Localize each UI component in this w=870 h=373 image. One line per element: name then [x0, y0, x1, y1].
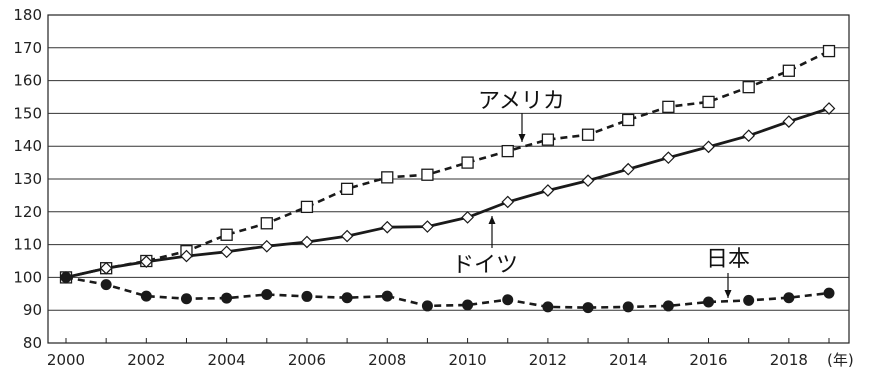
- data-point: [100, 279, 112, 291]
- data-point: [501, 144, 514, 158]
- data-point: [381, 171, 394, 184]
- data-point: [99, 261, 113, 275]
- x-tick-label: 2004: [208, 351, 246, 369]
- data-point: [380, 220, 394, 234]
- data-point: [501, 195, 515, 209]
- data-point: [823, 287, 835, 299]
- y-tick-label: 150: [13, 104, 42, 122]
- series-label: アメリカ: [478, 89, 565, 114]
- series-line-3: [65, 276, 830, 309]
- y-tick-label: 130: [13, 170, 42, 188]
- data-point: [381, 290, 393, 302]
- data-point: [139, 255, 153, 269]
- series-lines: [65, 49, 830, 309]
- data-point: [260, 239, 274, 253]
- data-point: [301, 290, 313, 302]
- data-point: [622, 113, 635, 127]
- gridlines: [47, 14, 850, 344]
- y-tick-label: 180: [13, 6, 42, 24]
- data-point: [300, 200, 314, 214]
- data-point: [581, 174, 595, 187]
- data-point: [461, 156, 474, 169]
- series-line-1: [65, 49, 830, 279]
- y-tick-label: 160: [13, 72, 42, 90]
- data-point: [702, 95, 715, 109]
- data-point: [582, 302, 594, 314]
- data-point: [260, 217, 273, 230]
- data-point: [662, 100, 675, 113]
- series-label: ドイツ: [452, 253, 518, 278]
- data-point: [340, 229, 354, 243]
- y-tick-label: 90: [23, 301, 42, 319]
- data-point: [581, 128, 595, 141]
- data-point: [341, 292, 353, 304]
- data-point: [783, 292, 795, 304]
- data-point: [220, 228, 233, 241]
- y-tick-label: 80: [23, 334, 42, 352]
- annotation-arrow-head: [488, 216, 496, 224]
- data-point: [462, 299, 474, 311]
- data-point: [502, 294, 514, 306]
- x-axis-unit-label: (年): [827, 351, 854, 369]
- data-point: [421, 300, 433, 312]
- annotation-arrow-head: [518, 134, 526, 142]
- data-point: [782, 115, 796, 128]
- data-point: [822, 44, 836, 58]
- data-point: [662, 151, 675, 165]
- series-label: 日本: [706, 247, 750, 272]
- x-axis-tick-labels: 2000 2002 2004 2006 2008 2010 2012 2014 2016 2018: [47, 351, 808, 369]
- y-axis-tick-labels: 80 90 100 110 120 130 140 150 160 170 180: [13, 6, 42, 352]
- data-point: [461, 211, 474, 224]
- data-point: [340, 182, 354, 195]
- annotation-arrow-head: [724, 290, 732, 298]
- y-tick-label: 110: [13, 236, 42, 254]
- data-point: [662, 300, 674, 312]
- x-tick-label: 2010: [448, 351, 486, 369]
- y-tick-label: 120: [13, 203, 42, 221]
- y-tick-label: 140: [13, 137, 42, 155]
- x-tick-label: 2006: [288, 351, 326, 369]
- data-point: [180, 249, 193, 263]
- data-point: [300, 235, 314, 249]
- data-point: [743, 294, 755, 306]
- data-point: [140, 290, 152, 302]
- x-tick-label: 2008: [368, 351, 406, 369]
- data-point: [541, 133, 555, 146]
- data-point: [622, 301, 634, 313]
- data-point: [60, 271, 72, 283]
- data-point: [742, 81, 755, 94]
- data-point: [221, 292, 233, 304]
- x-tick-label: 2002: [127, 351, 165, 369]
- series-markers: [59, 44, 836, 314]
- y-tick-label: 100: [13, 268, 42, 286]
- data-point: [542, 301, 554, 313]
- data-point: [421, 220, 434, 233]
- data-point: [621, 162, 635, 176]
- x-tick-label: 2000: [47, 351, 85, 369]
- x-tick-label: 2018: [770, 351, 808, 369]
- data-point: [702, 140, 715, 154]
- x-tick-label: 2016: [689, 351, 727, 369]
- data-point: [180, 293, 192, 305]
- data-point: [261, 288, 273, 300]
- data-point: [822, 102, 836, 115]
- x-tick-label: 2012: [529, 351, 567, 369]
- data-point: [782, 64, 795, 77]
- data-point: [703, 296, 715, 308]
- data-point: [421, 168, 434, 181]
- data-point: [220, 245, 233, 259]
- data-point: [541, 184, 555, 197]
- y-tick-label: 170: [13, 39, 42, 57]
- series-line-2: [65, 107, 830, 279]
- x-tick-label: 2014: [609, 351, 647, 369]
- data-point: [742, 129, 756, 143]
